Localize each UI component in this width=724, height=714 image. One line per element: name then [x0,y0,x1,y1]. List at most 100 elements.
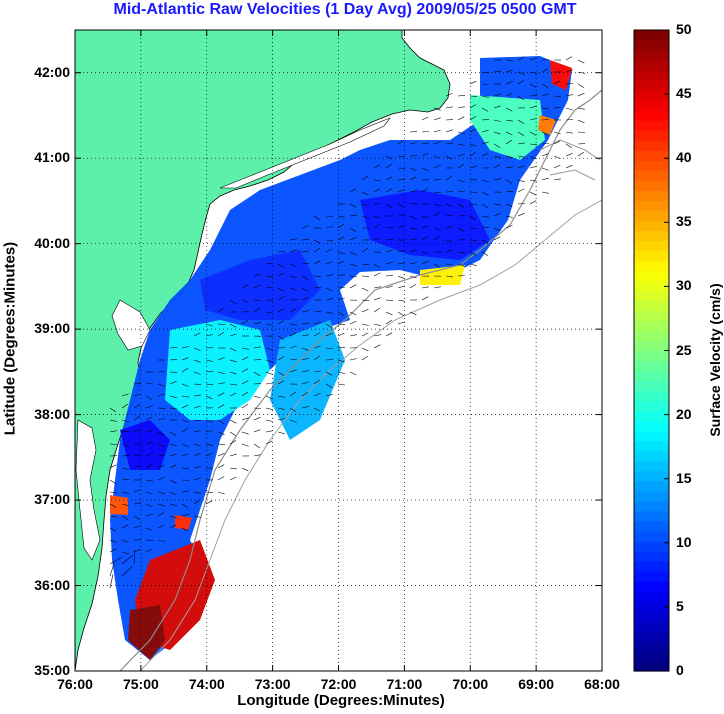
velocity-region [360,190,490,260]
velocity-arrow [565,143,572,149]
velocity-arrow [421,215,429,219]
velocity-arrow [517,119,525,124]
velocity-arrow [481,119,490,121]
velocity-arrow [205,491,214,493]
velocity-arrow [397,262,405,265]
velocity-arrow [421,235,429,241]
velocity-arrow [313,311,322,313]
velocity-arrow [277,250,286,253]
velocity-arrow [193,383,202,385]
colorbar-swatch [634,360,669,372]
velocity-arrow [241,284,249,289]
velocity-arrow [517,155,525,158]
colorbar-swatch [634,390,669,402]
velocity-arrow [325,298,333,301]
velocity-arrow [109,556,123,565]
velocity-arrow [205,419,213,423]
colorbar-swatch [634,400,669,412]
colorbar-swatch [634,340,669,352]
velocity-arrow [337,371,345,374]
velocity-arrow [373,188,381,193]
velocity-arrow [481,107,489,112]
velocity-arrow [133,403,141,409]
velocity-arrow [325,215,334,217]
velocity-arrow [517,188,525,193]
velocity-arrow [517,80,525,85]
velocity-arrow [457,131,465,135]
velocity-arrow [433,203,441,206]
velocity-arrow [385,285,393,289]
velocity-arrow [493,203,501,206]
velocity-arrow [193,332,201,337]
colorbar-swatch [634,600,669,612]
velocity-arrow [241,356,249,361]
colorbar-swatch [634,510,669,522]
velocity-arrow [145,503,153,508]
velocity-arrow [349,203,357,208]
velocity-arrow [445,191,454,193]
velocity-arrow [409,311,417,316]
velocity-arrow [181,383,189,387]
velocity-arrow [373,224,381,229]
colorbar-swatch [634,60,669,71]
velocity-arrow [265,286,273,289]
velocity-arrow [133,454,141,457]
velocity-arrow [457,274,465,277]
velocity-arrow [241,347,249,350]
velocity-arrow [505,155,513,158]
velocity-arrow [145,442,153,445]
velocity-arrow [253,307,260,313]
velocity-arrow [445,263,453,266]
velocity-arrow [265,275,274,277]
velocity-arrow [481,152,489,157]
colorbar-swatch [634,540,669,552]
velocity-arrow [157,383,165,387]
velocity-arrow [361,275,370,277]
velocity-arrow [121,430,129,433]
velocity-arrow [229,476,237,481]
velocity-arrow [193,477,201,481]
velocity-arrow [349,263,357,267]
velocity-arrow [577,71,585,74]
velocity-arrow [121,503,129,507]
velocity-arrow [157,476,165,481]
velocity-arrow [457,179,465,183]
velocity-arrow [265,347,273,351]
velocity-arrow [157,454,165,457]
colorbar-swatch [634,330,669,342]
velocity-arrow [409,215,417,220]
velocity-arrow [193,515,201,518]
velocity-arrow [193,359,201,363]
velocity-arrow [205,395,213,400]
velocity-arrow [325,239,334,241]
velocity-arrow [109,503,117,508]
velocity-arrow [457,251,465,254]
velocity-arrow [145,479,153,482]
velocity-arrow [397,311,404,317]
velocity-arrow [553,80,561,85]
lon-tick-label: 74:00 [188,676,225,692]
velocity-arrow [181,427,188,433]
bathymetry-contour [119,89,602,671]
velocity-arrow [313,215,321,221]
velocity-arrow [229,359,237,363]
velocity-arrow [229,383,237,386]
lon-tick-label: 72:00 [320,676,357,692]
velocity-arrow [577,107,585,110]
velocity-arrow [529,191,537,196]
velocity-arrow [181,503,189,509]
velocity-arrow [433,164,441,169]
colorbar-swatch [634,180,669,191]
velocity-arrow [133,393,141,397]
velocity-arrow [289,323,297,326]
velocity-arrow [241,391,248,397]
velocity-arrow [349,358,357,361]
velocity-arrow [193,491,201,494]
georges-bank-contour [539,139,601,181]
velocity-arrow [457,164,465,169]
velocity-arrow [277,395,285,398]
velocity-arrow [397,178,406,181]
velocity-arrow [541,143,550,145]
velocity-arrow [469,80,477,85]
velocity-arrow [277,407,285,410]
